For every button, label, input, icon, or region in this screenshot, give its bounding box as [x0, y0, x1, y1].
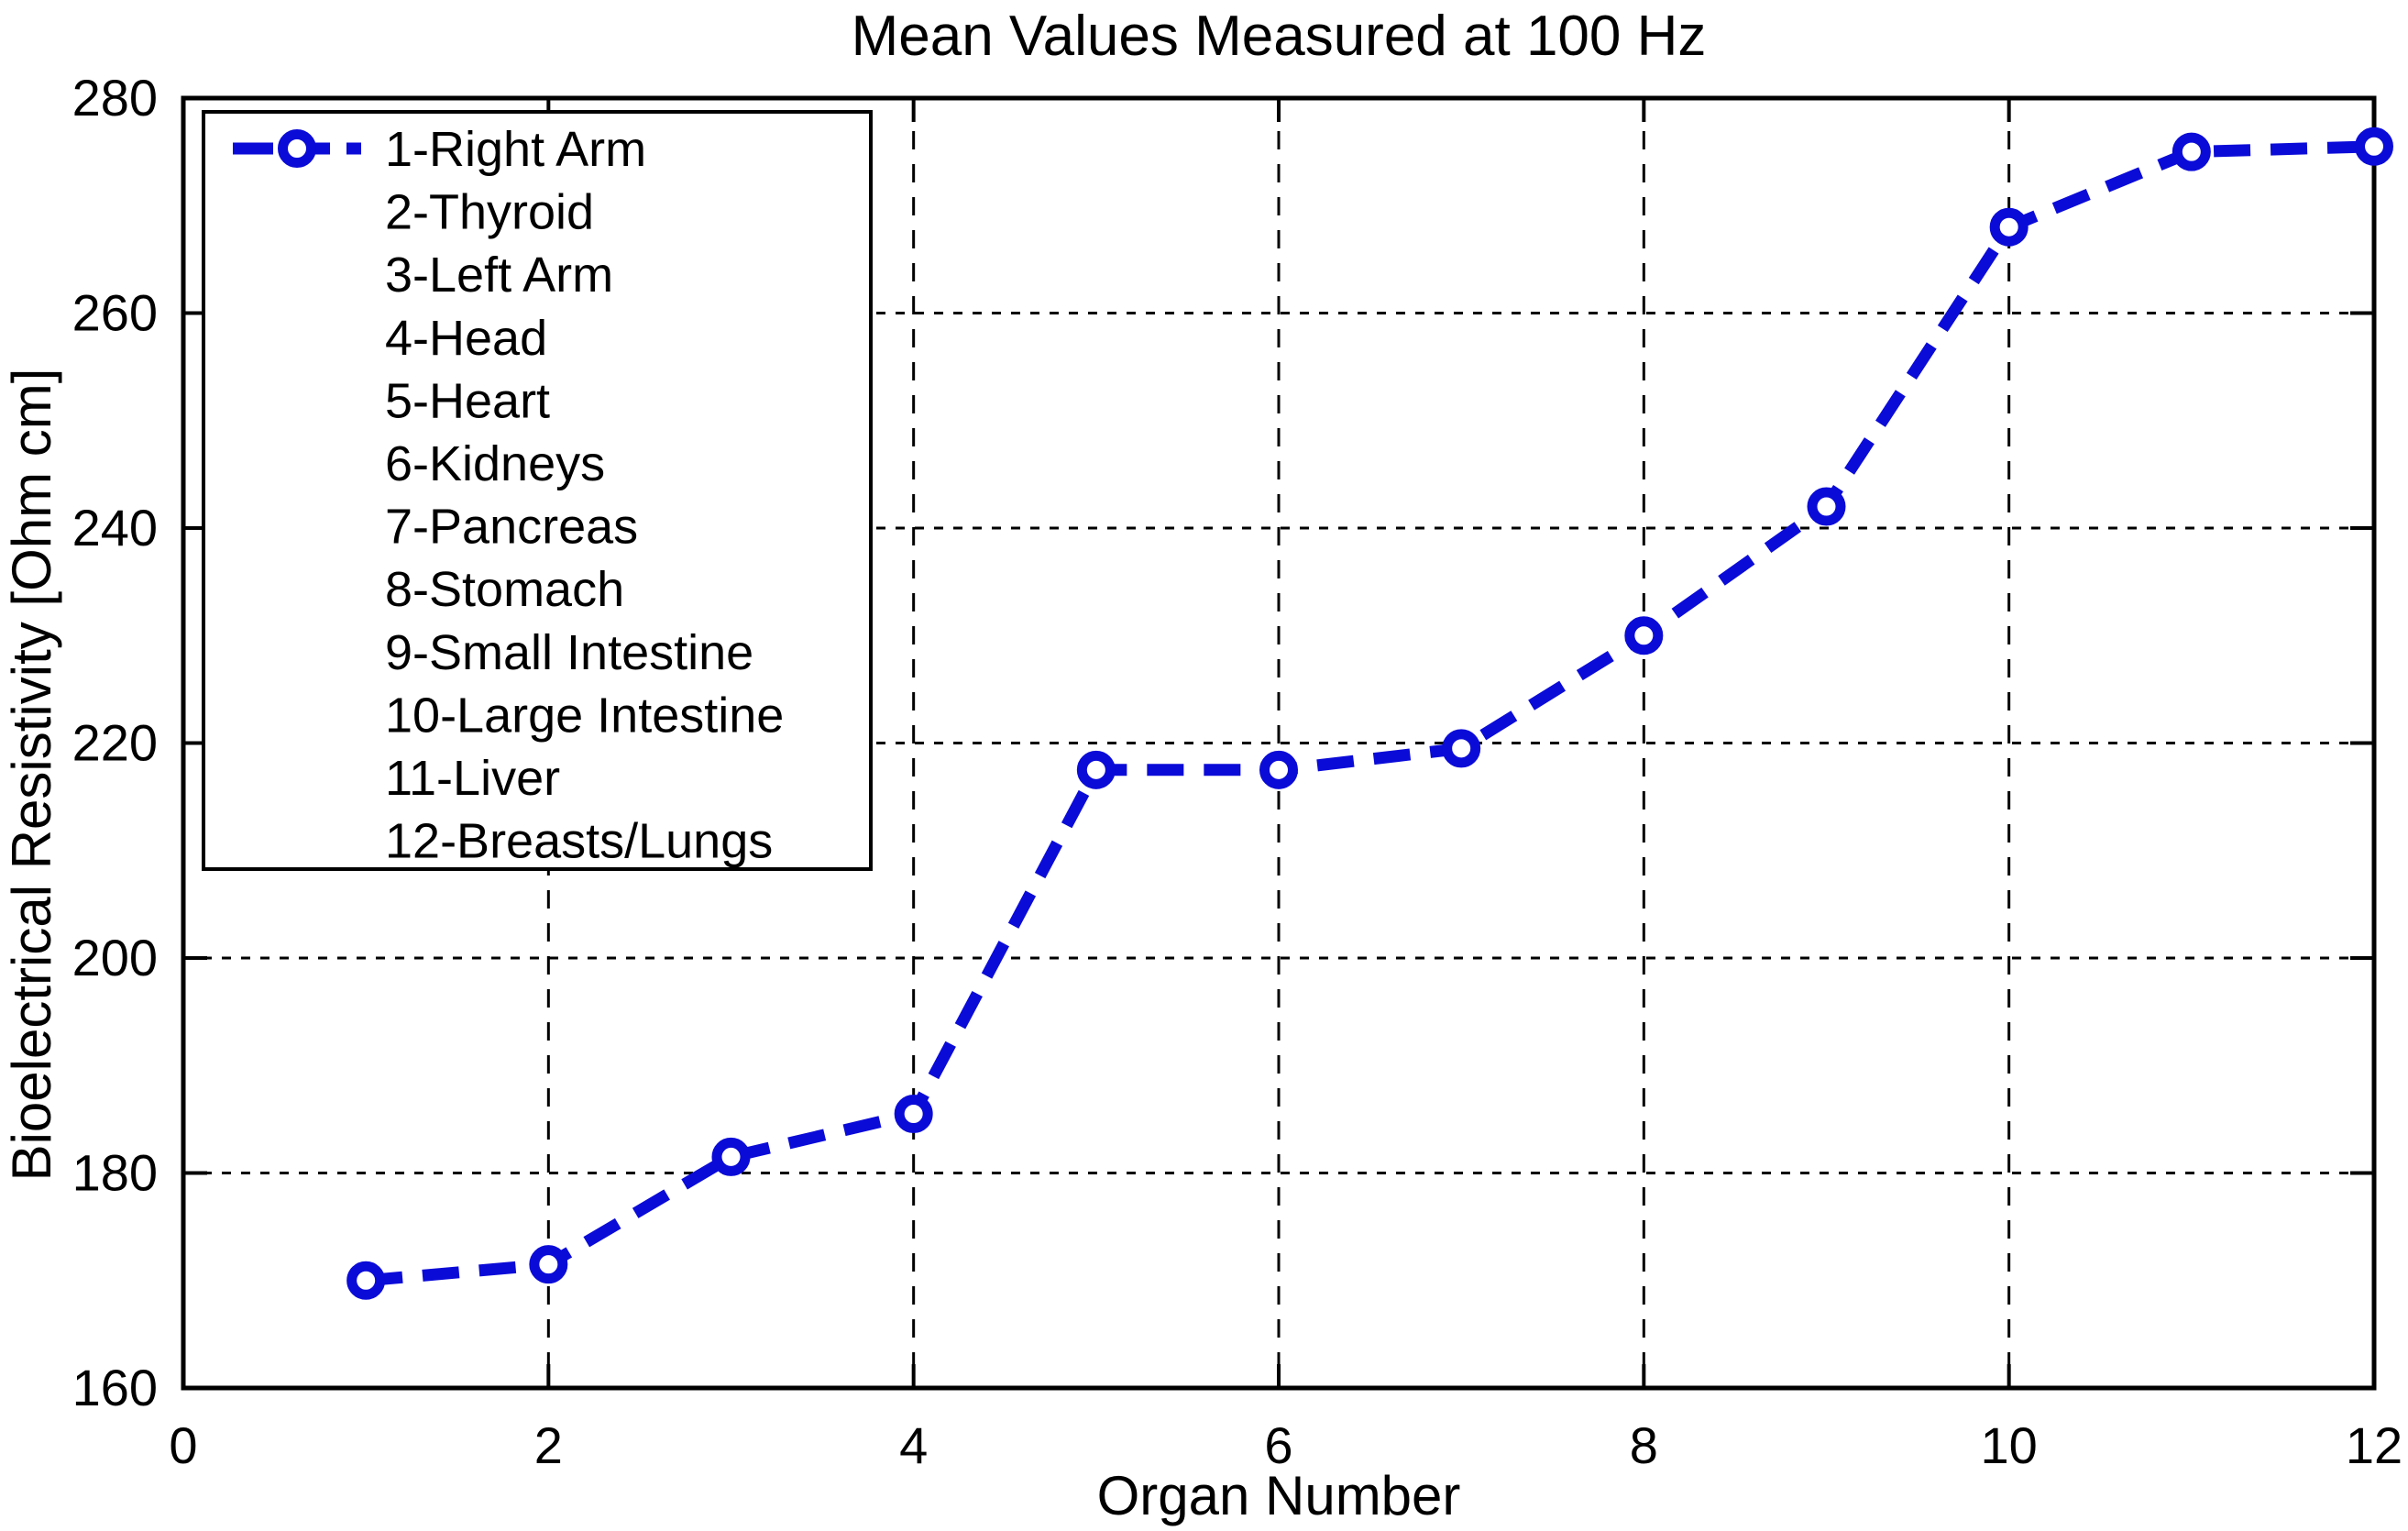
x-axis-label: Organ Number — [1097, 1465, 1461, 1526]
data-point-marker — [346, 1261, 386, 1300]
data-point-marker — [529, 1245, 568, 1284]
legend-item-label: 12-Breasts/Lungs — [385, 814, 773, 869]
series-line — [365, 140, 2375, 1287]
legend-item-label: 5-Heart — [385, 373, 550, 428]
legend-item-label: 1-Right Arm — [385, 122, 646, 177]
x-tick-label: 12 — [2346, 1416, 2403, 1474]
legend-item-label: 2-Thyroid — [385, 185, 594, 240]
y-tick-label: 280 — [72, 69, 158, 127]
legend: 1-Right Arm 2-Thyroid 3-Left Arm 4-Head 5-He… — [202, 110, 873, 871]
legend-item-label: 3-Left Arm — [385, 248, 613, 303]
y-axis-label: Bioelectrical Resistivity [Ohm cm] — [1, 369, 62, 1182]
data-point-marker — [711, 1137, 751, 1176]
x-tick-label: 4 — [899, 1416, 928, 1474]
x-tick-label: 2 — [534, 1416, 563, 1474]
legend-item-label: 6-Kidneys — [385, 436, 605, 491]
legend-item-label: 10-Large Intestine — [385, 688, 784, 743]
x-tick-label: 6 — [1264, 1416, 1292, 1474]
legend-item-label: 4-Head — [385, 311, 547, 366]
y-tick-label: 180 — [72, 1144, 158, 1202]
data-series — [346, 127, 2393, 1300]
y-tick-label: 200 — [72, 929, 158, 986]
y-tick-label: 260 — [72, 284, 158, 342]
legend-item-label: 8-Stomach — [385, 562, 624, 617]
data-point-marker — [1076, 750, 1116, 789]
data-point-marker — [1442, 729, 1481, 768]
legend-item-label: 7-Pancreas — [385, 500, 638, 555]
data-point-marker — [1807, 487, 1846, 526]
x-tick-label: 0 — [169, 1416, 197, 1474]
data-point-marker — [2172, 132, 2211, 171]
y-tick-label: 220 — [72, 714, 158, 772]
x-tick-label: 10 — [1981, 1416, 2038, 1474]
legend-box — [202, 110, 873, 871]
data-point-marker — [1624, 616, 1664, 655]
x-tick-label: 8 — [1630, 1416, 1658, 1474]
data-point-marker — [1989, 207, 2029, 247]
legend-sample-marker — [278, 129, 316, 168]
y-tick-label: 240 — [72, 499, 158, 556]
chart-title: Mean Values Measured at 100 Hz — [852, 5, 1707, 68]
data-point-marker — [894, 1095, 933, 1134]
data-point-marker — [1259, 750, 1298, 789]
legend-item-label: 11-Liver — [385, 751, 560, 806]
data-point-marker — [2355, 127, 2393, 166]
y-tick-labels: 160 180 200 220 240 260 280 — [72, 69, 158, 1416]
legend-item-label: 9-Small Intestine — [385, 625, 753, 680]
y-tick-label: 160 — [72, 1359, 158, 1416]
x-tick-labels: 0 2 4 6 8 10 12 — [169, 1416, 2403, 1474]
